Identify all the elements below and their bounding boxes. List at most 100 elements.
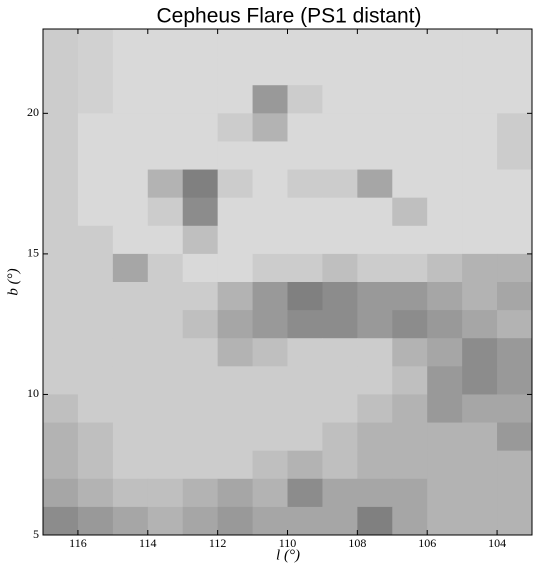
heatmap-cell	[288, 29, 323, 58]
heatmap-cell	[288, 479, 323, 508]
heatmap-cell	[322, 170, 357, 199]
heatmap-cell	[183, 226, 218, 255]
x-tick-label: 114	[139, 536, 157, 550]
heatmap-cell	[427, 85, 462, 114]
heatmap-cell	[148, 85, 183, 114]
heatmap-cell	[218, 198, 253, 227]
heatmap-cell	[148, 423, 183, 452]
heatmap-cell	[497, 394, 532, 423]
heatmap-cell	[113, 141, 148, 170]
heatmap-cell	[427, 141, 462, 170]
y-tick-label: 5	[33, 527, 39, 541]
heatmap-cell	[148, 29, 183, 58]
heatmap-cell	[357, 310, 392, 339]
y-tick-label: 10	[27, 386, 39, 400]
heatmap-cell	[183, 310, 218, 339]
heatmap-cell	[357, 254, 392, 283]
chart: Cepheus Flare (PS1 distant) l (°) b (°) …	[0, 0, 533, 567]
heatmap-cell	[113, 394, 148, 423]
heatmap-cell	[253, 310, 288, 339]
heatmap-cell	[113, 226, 148, 255]
heatmap-cell	[288, 310, 323, 339]
heatmap-cell	[148, 282, 183, 311]
heatmap-cell	[43, 113, 78, 142]
heatmap-cell	[427, 113, 462, 142]
heatmap-cell	[497, 57, 532, 86]
heatmap-cell	[427, 254, 462, 283]
heatmap-cell	[253, 170, 288, 199]
heatmap-cell	[427, 451, 462, 480]
heatmap-cell	[392, 507, 427, 536]
heatmap-cell	[218, 310, 253, 339]
heatmap-cell	[183, 85, 218, 114]
heatmap-cell	[113, 507, 148, 536]
heatmap-cell	[253, 423, 288, 452]
heatmap-cell	[357, 423, 392, 452]
heatmap-cell	[357, 170, 392, 199]
heatmap-cell	[497, 85, 532, 114]
heatmap-cell	[497, 29, 532, 58]
heatmap-cell	[322, 85, 357, 114]
heatmap-cell	[253, 57, 288, 86]
heatmap-cell	[392, 29, 427, 58]
heatmap-cell	[462, 394, 497, 423]
heatmap-cell	[78, 507, 113, 536]
heatmap-cell	[218, 113, 253, 142]
heatmap-cell	[462, 254, 497, 283]
heatmap-cell	[78, 113, 113, 142]
heatmap-cell	[497, 198, 532, 227]
heatmap-cell	[427, 282, 462, 311]
heatmap-cell	[288, 366, 323, 395]
heatmap-cell	[253, 226, 288, 255]
heatmap-cell	[462, 226, 497, 255]
heatmap-cell	[427, 366, 462, 395]
heatmap-cell	[497, 170, 532, 199]
heatmap-cell	[462, 113, 497, 142]
heatmap-cell	[462, 141, 497, 170]
heatmap-cell	[148, 254, 183, 283]
heatmap-cell	[357, 29, 392, 58]
heatmap-cell	[253, 254, 288, 283]
heatmap-cell	[148, 366, 183, 395]
heatmap-cell	[253, 29, 288, 58]
heatmap-cell	[288, 113, 323, 142]
heatmap-cell	[218, 57, 253, 86]
heatmap-cell	[183, 113, 218, 142]
heatmap-cell	[43, 170, 78, 199]
heatmap-cell	[113, 282, 148, 311]
heatmap-cell	[218, 282, 253, 311]
heatmap-cell	[253, 141, 288, 170]
heatmap-cell	[218, 254, 253, 283]
heatmap-cell	[322, 226, 357, 255]
heatmap-cell	[78, 29, 113, 58]
heatmap-cell	[183, 451, 218, 480]
heatmap-cell	[183, 141, 218, 170]
heatmap-cell	[357, 394, 392, 423]
heatmap-cell	[427, 29, 462, 58]
heatmap-cell	[43, 451, 78, 480]
heatmap-cell	[392, 451, 427, 480]
heatmap-cell	[218, 338, 253, 367]
heatmap-cell	[392, 57, 427, 86]
heatmap-cell	[427, 338, 462, 367]
x-tick-label: 116	[69, 536, 87, 550]
heatmap-cell	[392, 254, 427, 283]
heatmap-cell	[43, 423, 78, 452]
heatmap-cell	[218, 451, 253, 480]
heatmap-cell	[148, 479, 183, 508]
heatmap-cell	[253, 394, 288, 423]
heatmap-cell	[148, 310, 183, 339]
heatmap-cell	[497, 226, 532, 255]
heatmap-cell	[357, 366, 392, 395]
heatmap-cell	[183, 170, 218, 199]
heatmap-cell	[462, 310, 497, 339]
heatmap-cell	[113, 310, 148, 339]
heatmap-cell	[392, 113, 427, 142]
x-tick-label: 108	[348, 536, 366, 550]
heatmap-cell	[218, 226, 253, 255]
heatmap-cell	[462, 451, 497, 480]
heatmap-cell	[113, 254, 148, 283]
heatmap-cell	[357, 141, 392, 170]
heatmap-cell	[113, 57, 148, 86]
heatmap-cell	[43, 29, 78, 58]
